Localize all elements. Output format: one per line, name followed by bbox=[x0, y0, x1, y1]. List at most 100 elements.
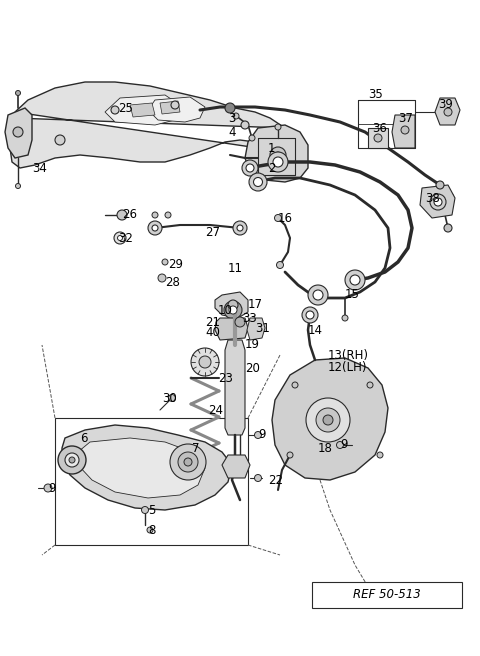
Circle shape bbox=[275, 152, 281, 158]
Text: 35: 35 bbox=[368, 89, 383, 102]
Circle shape bbox=[235, 317, 245, 327]
Circle shape bbox=[345, 270, 365, 290]
Circle shape bbox=[229, 306, 237, 314]
Text: 28: 28 bbox=[165, 276, 180, 289]
Text: 8: 8 bbox=[148, 523, 156, 537]
Text: 36: 36 bbox=[372, 121, 387, 134]
Polygon shape bbox=[215, 292, 248, 318]
Circle shape bbox=[313, 290, 323, 300]
Circle shape bbox=[268, 152, 288, 172]
Circle shape bbox=[276, 262, 284, 268]
Circle shape bbox=[191, 348, 219, 376]
Circle shape bbox=[273, 157, 283, 167]
Polygon shape bbox=[245, 125, 308, 182]
Polygon shape bbox=[105, 95, 180, 125]
Circle shape bbox=[350, 275, 360, 285]
Circle shape bbox=[170, 444, 206, 480]
Text: 31: 31 bbox=[255, 321, 270, 335]
Circle shape bbox=[287, 452, 293, 458]
Circle shape bbox=[117, 210, 127, 220]
Circle shape bbox=[142, 506, 148, 514]
Polygon shape bbox=[392, 115, 415, 148]
Circle shape bbox=[147, 527, 153, 533]
Polygon shape bbox=[148, 97, 205, 122]
Circle shape bbox=[15, 184, 21, 188]
Circle shape bbox=[249, 135, 255, 141]
Text: 38: 38 bbox=[425, 192, 440, 205]
Polygon shape bbox=[272, 358, 388, 480]
Polygon shape bbox=[10, 82, 285, 168]
Circle shape bbox=[336, 441, 344, 449]
Circle shape bbox=[254, 474, 262, 482]
Text: 32: 32 bbox=[118, 232, 133, 245]
Text: 9: 9 bbox=[48, 482, 56, 495]
Circle shape bbox=[270, 147, 286, 163]
Text: 6: 6 bbox=[80, 432, 87, 445]
Text: 18: 18 bbox=[318, 441, 333, 455]
Circle shape bbox=[436, 181, 444, 189]
Polygon shape bbox=[5, 108, 32, 158]
Circle shape bbox=[44, 484, 52, 492]
Bar bbox=[55, 418, 248, 545]
Text: 40: 40 bbox=[205, 325, 220, 338]
Text: 27: 27 bbox=[205, 226, 220, 239]
Text: 22: 22 bbox=[268, 474, 283, 487]
Circle shape bbox=[246, 164, 254, 172]
Circle shape bbox=[69, 457, 75, 463]
Circle shape bbox=[148, 221, 162, 235]
Circle shape bbox=[114, 232, 126, 244]
Circle shape bbox=[316, 408, 340, 432]
Circle shape bbox=[178, 452, 198, 472]
Text: 12(LH): 12(LH) bbox=[328, 361, 368, 375]
Polygon shape bbox=[62, 425, 232, 510]
Bar bbox=[312, 582, 462, 608]
Circle shape bbox=[275, 124, 281, 130]
Text: 15: 15 bbox=[345, 289, 360, 302]
Circle shape bbox=[249, 173, 267, 191]
Polygon shape bbox=[160, 101, 180, 114]
Text: 26: 26 bbox=[122, 209, 137, 222]
Circle shape bbox=[15, 91, 21, 96]
Polygon shape bbox=[368, 128, 388, 148]
Text: 13(RH): 13(RH) bbox=[328, 348, 369, 361]
Text: 5: 5 bbox=[148, 504, 156, 516]
Circle shape bbox=[253, 178, 263, 186]
Circle shape bbox=[306, 311, 314, 319]
Circle shape bbox=[228, 300, 238, 310]
Circle shape bbox=[275, 215, 281, 222]
Circle shape bbox=[254, 432, 262, 438]
Text: 4: 4 bbox=[228, 125, 236, 138]
Circle shape bbox=[184, 458, 192, 466]
Circle shape bbox=[168, 394, 176, 401]
Circle shape bbox=[199, 356, 211, 368]
Circle shape bbox=[152, 225, 158, 231]
Text: 9: 9 bbox=[340, 438, 348, 451]
Circle shape bbox=[430, 194, 446, 210]
Text: 14: 14 bbox=[308, 323, 323, 337]
Polygon shape bbox=[225, 340, 245, 435]
Circle shape bbox=[65, 453, 79, 467]
Circle shape bbox=[55, 135, 65, 145]
Circle shape bbox=[158, 274, 166, 282]
Circle shape bbox=[225, 103, 235, 113]
Text: 1: 1 bbox=[268, 142, 276, 155]
Circle shape bbox=[13, 127, 23, 137]
Text: 10: 10 bbox=[218, 304, 233, 316]
Circle shape bbox=[58, 446, 86, 474]
Circle shape bbox=[118, 236, 122, 241]
Circle shape bbox=[342, 315, 348, 321]
Text: 29: 29 bbox=[168, 258, 183, 272]
Polygon shape bbox=[215, 318, 248, 340]
Circle shape bbox=[162, 259, 168, 265]
Text: REF 50-513: REF 50-513 bbox=[353, 588, 421, 602]
Circle shape bbox=[308, 285, 328, 305]
Circle shape bbox=[377, 452, 383, 458]
Text: 3: 3 bbox=[228, 112, 235, 125]
Polygon shape bbox=[247, 318, 265, 340]
Text: 34: 34 bbox=[32, 161, 47, 174]
Text: 20: 20 bbox=[245, 361, 260, 375]
Text: 19: 19 bbox=[245, 338, 260, 352]
Text: 9: 9 bbox=[258, 428, 265, 441]
Circle shape bbox=[323, 415, 333, 425]
Text: 33: 33 bbox=[242, 312, 257, 325]
